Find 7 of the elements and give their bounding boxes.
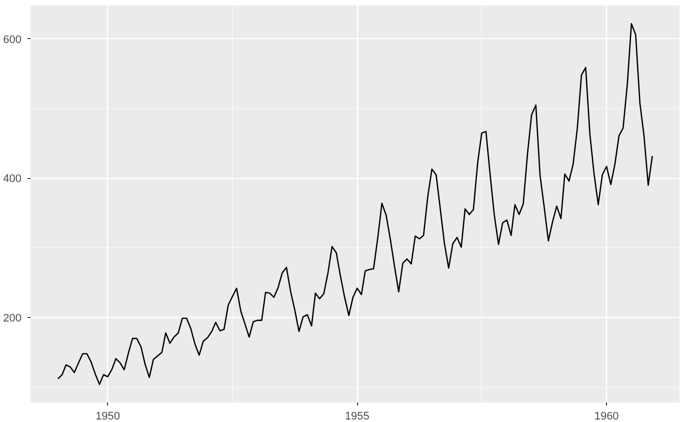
x-tick-label: 1960 (594, 410, 619, 422)
y-tick-label: 200 (3, 312, 22, 325)
line-series (57, 22, 653, 386)
x-tick-label: 1950 (96, 410, 120, 422)
y-tick-label: 400 (3, 173, 22, 186)
y-tick-label: 600 (3, 34, 22, 46)
x-tick-label: 1955 (344, 410, 370, 422)
